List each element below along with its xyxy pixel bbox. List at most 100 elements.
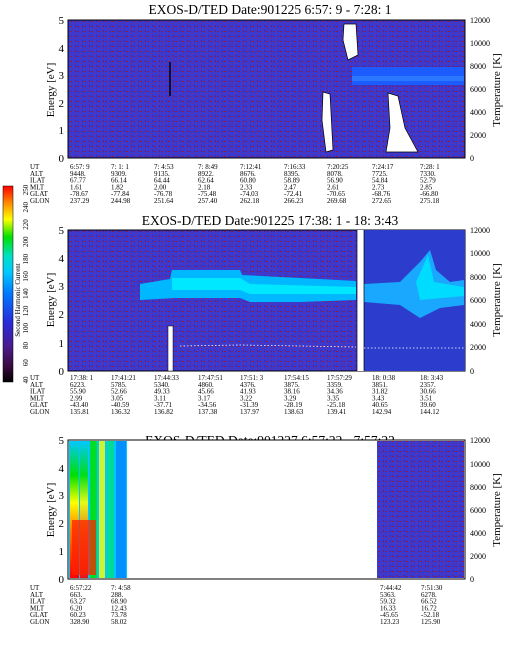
- panel-1-gap-lower-right: [385, 92, 419, 153]
- orbit-cell: 40.65: [372, 401, 388, 409]
- orbit-cell: 7:44:42: [380, 584, 402, 592]
- orbit-cell: 73.78: [111, 611, 127, 619]
- orbit-row-label: GLON: [30, 618, 49, 626]
- orbit-cell: 2.99: [70, 394, 83, 402]
- panel-1-ytick-2: 2: [59, 98, 65, 110]
- colorbar-tick: 120: [22, 305, 30, 316]
- panel-2-ytick-1: 1: [59, 338, 65, 350]
- colorbar-tick: 240: [22, 202, 30, 213]
- orbit-row-label: ILAT: [30, 598, 46, 606]
- panel-3-rtick-3: 6000: [470, 506, 486, 515]
- orbit-cell: -76.78: [154, 190, 173, 198]
- panel-1-ytick-5: 5: [59, 15, 65, 27]
- panel-2-ytick-4: 4: [59, 253, 65, 265]
- panel-3-rtick-4: 8000: [470, 483, 486, 492]
- orbit-cell: 9135.: [154, 170, 170, 178]
- orbit-cell: 7:24:17: [372, 163, 394, 171]
- orbit-cell: 136.32: [111, 408, 131, 416]
- orbit-cell: 2.18: [198, 183, 211, 191]
- panel-1-right-axis: 0 2000 4000 6000 8000 10000 12000: [470, 16, 490, 163]
- panel-1-rtick-0: 0: [470, 154, 474, 163]
- panel-3-ytick-0: 0: [59, 574, 65, 586]
- orbit-cell: 8078.: [327, 170, 343, 178]
- orbit-cell: 17:57:29: [327, 374, 352, 382]
- orbit-cell: 138.63: [284, 408, 304, 416]
- colorbar-ticks: 40 60 80 100 120 140 160 180 200 220 240 250: [22, 184, 30, 383]
- orbit-cell: 16.33: [380, 604, 396, 612]
- orbit-cell: -45.65: [380, 611, 399, 619]
- orbit-row-label: ALT: [30, 170, 44, 178]
- panel-2-rtick-5: 10000: [470, 249, 490, 258]
- orbit-cell: 17:51: 3: [240, 374, 264, 382]
- panel-3-rtick-6: 12000: [470, 436, 490, 445]
- panel-1-rtick-5: 10000: [470, 39, 490, 48]
- orbit-cell: 7:12:41: [240, 163, 262, 171]
- colorbar-tick: 160: [22, 271, 30, 282]
- orbit-cell: 125.90: [421, 618, 441, 626]
- panel-3-heat-d: [99, 441, 105, 578]
- orbit-cell: 237.29: [70, 197, 90, 205]
- panel-2-title: EXOS-D/TED Date:901225 17:38: 1 - 18: 3:…: [142, 213, 399, 228]
- panel-3-ytick-1: 1: [59, 546, 65, 558]
- orbit-cell: 7:51:30: [421, 584, 443, 592]
- orbit-cell: 58.89: [284, 177, 300, 185]
- orbit-cell: 244.98: [111, 197, 131, 205]
- orbit-cell: 3875.: [284, 381, 300, 389]
- panel-3-heat-f: [116, 441, 126, 578]
- panel-3-ylabel-right: Temperature [K]: [491, 473, 503, 546]
- orbit-cell: 59.32: [380, 598, 396, 606]
- panel-1-ytick-1: 1: [59, 125, 65, 137]
- panel-1-ylabel-left: Energy [eV]: [45, 63, 57, 117]
- orbit-cell: 3.43: [372, 394, 385, 402]
- orbit-row-label: ILAT: [30, 388, 46, 396]
- orbit-cell: 7:28: 1: [420, 163, 440, 171]
- orbit-row-label: UT: [30, 374, 40, 382]
- orbit-cell: 68.90: [111, 598, 127, 606]
- panel-2-right-core: [416, 255, 464, 300]
- panel-1: EXOS-D/TED Date:901225 6:57: 9 - 7:28: 1…: [30, 2, 503, 205]
- orbit-cell: 45.66: [198, 388, 214, 396]
- panel-2-right-band: [364, 250, 464, 318]
- orbit-cell: 3.22: [240, 394, 253, 402]
- orbit-cell: 54.84: [372, 177, 388, 185]
- colorbar-gradient: [2, 185, 14, 383]
- orbit-cell: 17:44:33: [154, 374, 179, 382]
- orbit-cell: 266.23: [284, 197, 304, 205]
- panel-3: EXOS-D/TED Date:901227 6:57:22 - 7:57:22…: [30, 433, 503, 626]
- orbit-cell: 4860.: [198, 381, 214, 389]
- panel-1-left-axis: 0 1 2 3 4 5: [59, 15, 65, 165]
- panel-2-ytick-2: 2: [59, 309, 65, 321]
- orbit-cell: 38.16: [284, 388, 300, 396]
- panel-1-rtick-1: 2000: [470, 131, 486, 140]
- orbit-cell: 144.12: [420, 408, 440, 416]
- panel-3-heat-e: [107, 441, 114, 578]
- panel-2-right-axis: 0 2000 4000 6000 8000 10000 12000: [470, 226, 490, 376]
- colorbar-tick: 180: [22, 253, 30, 264]
- orbit-cell: 123.23: [380, 618, 400, 626]
- orbit-cell: 62.64: [198, 177, 214, 185]
- orbit-cell: 142.94: [372, 408, 392, 416]
- panel-3-ylabel-left: Energy [eV]: [45, 483, 57, 537]
- orbit-cell: 17:47:51: [198, 374, 223, 382]
- panel-1-band-edge: [352, 76, 464, 81]
- orbit-row-label: UT: [30, 584, 40, 592]
- orbit-cell: 3.29: [284, 394, 297, 402]
- orbit-cell: 269.68: [327, 197, 347, 205]
- orbit-cell: 3851.: [372, 381, 388, 389]
- orbit-cell: -25.18: [327, 401, 346, 409]
- panel-2-rtick-4: 8000: [470, 273, 486, 282]
- panel-1-rtick-4: 8000: [470, 62, 486, 71]
- orbit-cell: 52.79: [420, 177, 436, 185]
- orbit-cell: 5363.: [380, 591, 396, 599]
- panel-2-ylabel-right: Temperature [K]: [491, 263, 503, 336]
- orbit-cell: 2.47: [284, 183, 297, 191]
- orbit-row-label: GLAT: [30, 401, 49, 409]
- orbit-cell: 663.: [70, 591, 83, 599]
- panel-3-ytick-5: 5: [59, 435, 65, 447]
- orbit-row-label: UT: [30, 163, 40, 171]
- orbit-cell: 2357.: [420, 381, 436, 389]
- orbit-cell: 55.90: [70, 388, 86, 396]
- colorbar-tick: 220: [22, 219, 30, 230]
- orbit-cell: 2.85: [420, 183, 433, 191]
- orbit-cell: -74.03: [240, 190, 259, 198]
